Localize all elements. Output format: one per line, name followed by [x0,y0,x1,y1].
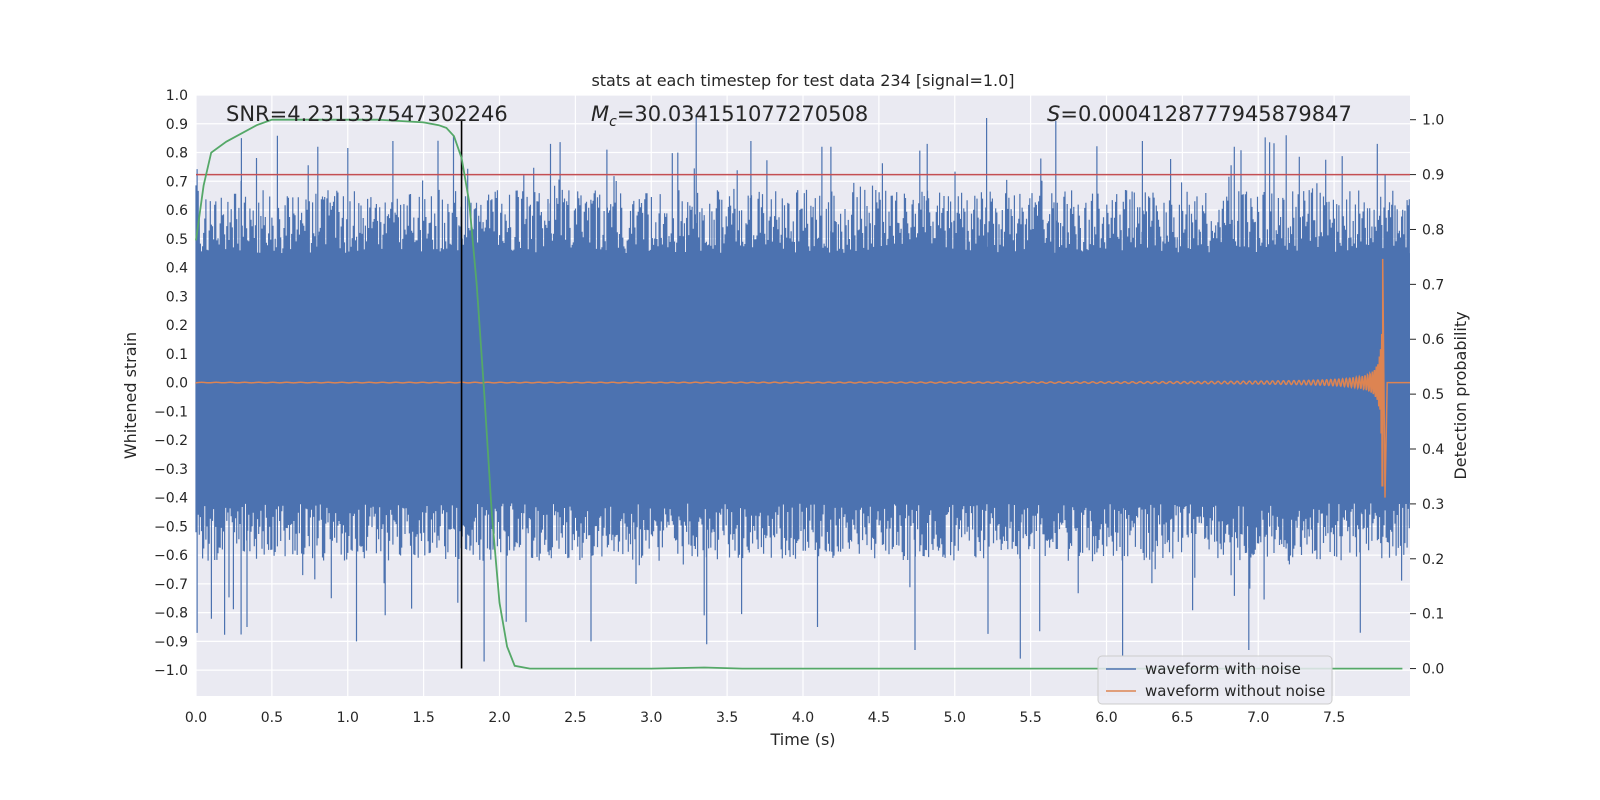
chirp-mass-annotation: Mc=30.034151077270508 [591,102,868,130]
y-tick-label: −0.2 [154,433,188,449]
y2-tick-label: 0.9 [1422,168,1444,184]
x-tick-label: 5.5 [1019,710,1041,726]
y-tick-label: 0.3 [166,289,188,305]
s-symbol: S [1047,102,1060,126]
axes: 0.0 0.5 1.0 1.5 2.0 2.5 3.0 3.5 4.0 4.5 5.0 5.5 6.0 6… [154,88,1444,726]
y-tick-label: −1.0 [154,663,188,679]
series-lines [195,118,1410,670]
x-tick-label: 6.5 [1171,710,1193,726]
x-tick-label: 1.5 [412,710,434,726]
y-tick-label: 0.6 [166,203,188,219]
y-tick-label: −0.7 [154,577,188,593]
chirp-mass-subscript: c [609,114,617,130]
y-tick-label: 0.8 [166,146,188,162]
y-tick-label: 0.1 [166,347,188,363]
y-tick-label: 0.5 [166,232,188,248]
y2-tick-label: 0.8 [1422,222,1444,238]
snr-annotation: SNR=4.231337547302246 [226,102,508,126]
y2-tick-label: 0.1 [1422,607,1444,623]
x-tick-label: 3.0 [640,710,662,726]
x-tick-label: 0.0 [185,710,207,726]
y2-tick-label: 1.0 [1422,113,1444,129]
y-tick-label: −0.4 [154,491,188,507]
y-tick-label: −0.6 [154,548,188,564]
noise-spikes [195,115,1410,662]
legend-label-noise: waveform with noise [1145,660,1301,678]
legend-box [1097,655,1333,705]
y2-tick-label: 0.3 [1422,497,1444,513]
y-tick-label: −0.3 [154,462,188,478]
x-tick-label: 1.0 [337,710,359,726]
s-value: =0.0004128777945879847 [1060,102,1352,126]
legend: waveform with noise waveform without noi… [1097,655,1333,705]
series-waveform-with-noise [195,115,1410,662]
y2-tick-label: 0.0 [1422,662,1444,678]
y-tick-label: −0.1 [154,404,188,420]
x-tick-label: 7.0 [1247,710,1269,726]
y-tick-label: 0.0 [166,376,188,392]
y-tick-label: 0.2 [166,318,188,334]
x-tick-label: 6.0 [1095,710,1117,726]
y2-tick-label: 0.7 [1422,277,1444,293]
s-annotation: S=0.0004128777945879847 [1047,102,1352,126]
y-tick-label: −0.5 [154,519,188,535]
legend-label-clean: waveform without noise [1145,682,1325,700]
y-tick-label: 0.4 [166,261,188,277]
x-tick-label: 5.0 [944,710,966,726]
x-tick-label: 3.5 [716,710,738,726]
x-tick-label: 2.0 [488,710,510,726]
y-tick-label: −0.8 [154,606,188,622]
y-tick-label: 0.9 [166,117,188,133]
y-tick-label: −0.9 [154,634,188,650]
series-waveform-without-noise [195,258,1410,498]
x-tick-label: 2.5 [564,710,586,726]
x-tick-label: 4.0 [792,710,814,726]
chirp-mass-symbol: M [591,102,609,126]
y2-tick-label: 0.5 [1422,387,1444,403]
chirp-mass-value: =30.034151077270508 [617,102,868,126]
x-tick-label: 7.5 [1323,710,1345,726]
y-tick-label: 0.7 [166,174,188,190]
y2-axis-label: Detection probability [1451,311,1470,479]
y-axis-label: Whitened strain [121,332,140,459]
series-detection-probability [195,118,1403,670]
y2-tick-label: 0.6 [1422,332,1444,348]
y-tick-label: 1.0 [166,88,188,104]
chart-title: stats at each timestep for test data 234… [591,71,1014,90]
y2-tick-label: 0.4 [1422,442,1444,458]
x-tick-label: 0.5 [261,710,283,726]
x-axis-label: Time (s) [769,730,835,749]
y2-tick-label: 0.2 [1422,552,1444,568]
x-tick-label: 4.5 [868,710,890,726]
